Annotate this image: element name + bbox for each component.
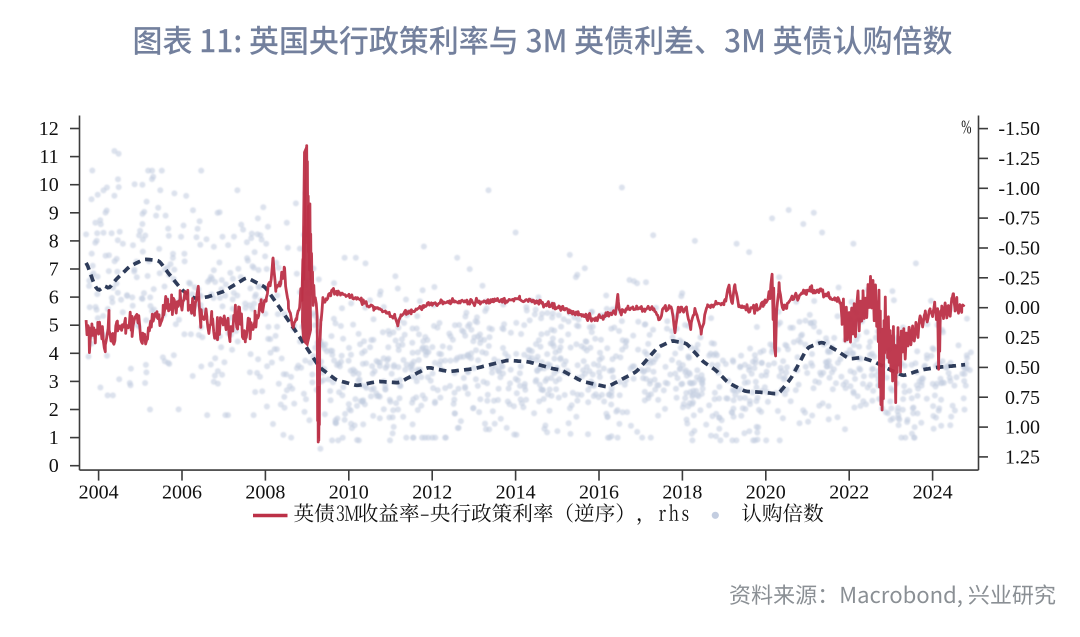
svg-text:10: 10: [39, 174, 59, 196]
svg-text:11: 11: [39, 146, 58, 168]
svg-text:-0.50: -0.50: [998, 238, 1040, 260]
svg-text:2: 2: [49, 399, 59, 421]
svg-text:0.50: 0.50: [1005, 357, 1040, 379]
svg-text:6: 6: [49, 287, 59, 309]
svg-text:0.25: 0.25: [1005, 327, 1040, 349]
svg-text:1.00: 1.00: [1005, 417, 1040, 439]
svg-text:2018: 2018: [662, 481, 702, 503]
svg-text:2020: 2020: [746, 481, 786, 503]
svg-text:2016: 2016: [579, 481, 619, 503]
svg-text:12: 12: [39, 118, 59, 140]
svg-text:-0.75: -0.75: [998, 208, 1040, 230]
svg-text:%: %: [961, 115, 971, 138]
svg-text:2004: 2004: [79, 481, 119, 503]
svg-text:2008: 2008: [245, 481, 285, 503]
svg-text:2022: 2022: [829, 481, 869, 503]
svg-text:8: 8: [49, 230, 59, 252]
svg-text:4: 4: [49, 343, 59, 365]
svg-text:3: 3: [49, 371, 59, 393]
svg-text:7: 7: [49, 259, 59, 281]
svg-text:0.75: 0.75: [1005, 387, 1040, 409]
svg-text:0: 0: [49, 455, 59, 477]
svg-text:5: 5: [49, 315, 59, 337]
svg-text:-0.25: -0.25: [998, 267, 1040, 289]
svg-text:2014: 2014: [496, 481, 536, 503]
svg-text:2010: 2010: [329, 481, 369, 503]
svg-text:-1.00: -1.00: [998, 178, 1040, 200]
svg-text:-1.25: -1.25: [998, 148, 1040, 170]
svg-text:1: 1: [49, 427, 59, 449]
svg-text:9: 9: [49, 202, 59, 224]
svg-text:0.00: 0.00: [1005, 297, 1040, 319]
svg-text:2006: 2006: [162, 481, 202, 503]
svg-text:-1.50: -1.50: [998, 118, 1040, 140]
svg-text:2024: 2024: [913, 481, 953, 503]
svg-text:2012: 2012: [412, 481, 452, 503]
svg-text:1.25: 1.25: [1005, 446, 1040, 468]
